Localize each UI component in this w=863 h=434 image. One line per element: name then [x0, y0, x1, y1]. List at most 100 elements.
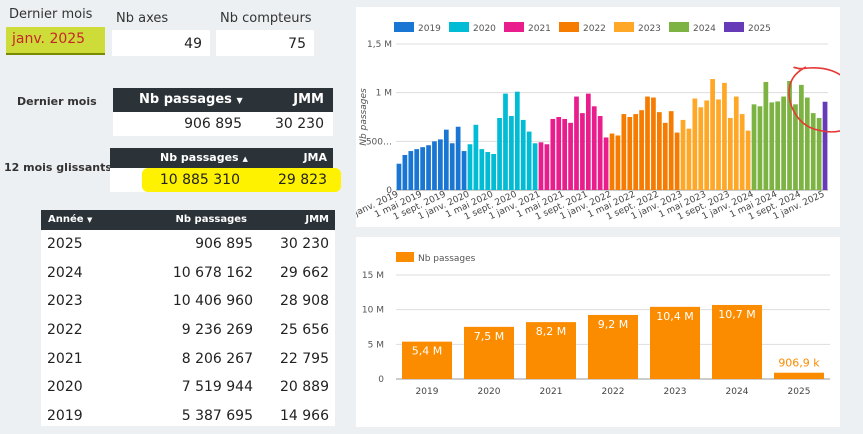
legend-swatch: [614, 22, 634, 32]
col-passages-header[interactable]: Nb passages ▼: [139, 92, 243, 107]
bar: [449, 143, 455, 190]
bar: [645, 96, 650, 190]
bar: [739, 114, 745, 190]
table-row[interactable]: 2023 10 406 960 28 908: [41, 287, 335, 316]
y-tick-label: 10 M: [362, 306, 384, 316]
bar: [793, 104, 798, 190]
last-month-header: Nb passages ▼ JMM: [113, 88, 333, 112]
jmm-cell: 25 656: [280, 322, 329, 339]
yearly-chart-card: Nb passages 0 5 M 10 M 15 M 5,4 M 2019 7,5 M 202…: [356, 237, 840, 427]
y-tick-label: 15 M: [362, 271, 384, 281]
bar: [464, 326, 514, 379]
table-row[interactable]: 2019 5 387 695 14 966: [41, 402, 335, 431]
bar: [804, 97, 810, 190]
x-tick-label: 2020: [478, 387, 501, 397]
rolling-col-passages-header[interactable]: Nb passages ▲: [160, 151, 248, 164]
year-header[interactable]: Année ▼: [48, 214, 93, 225]
x-tick-label: 2022: [602, 387, 625, 397]
passages-header[interactable]: Nb passages: [175, 214, 247, 225]
bar: [733, 96, 739, 190]
last-month-selector[interactable]: janv. 2025: [6, 27, 105, 55]
bar: [408, 151, 414, 190]
bar: [509, 116, 514, 190]
bar: [526, 131, 532, 190]
table-row[interactable]: 2020 7 519 944 20 889: [41, 373, 335, 402]
bar: [520, 119, 526, 190]
bar: [698, 107, 704, 190]
bar: [651, 97, 656, 190]
last-month-values: 906 895 30 230: [113, 112, 333, 136]
bar: [585, 93, 591, 190]
table-row[interactable]: 2024 10 678 162 29 662: [41, 259, 335, 288]
passages-cell: 10 406 960: [172, 293, 253, 310]
bar: [420, 147, 425, 190]
bar: [668, 111, 674, 190]
nb-axes-label: Nb axes: [116, 11, 169, 26]
bar: [769, 102, 775, 190]
data-label: 10,7 M: [718, 308, 755, 321]
legend-label: 2024: [693, 24, 716, 34]
x-tick-label: 2025: [788, 387, 811, 397]
year-cell: 2020: [47, 379, 83, 396]
bar: [479, 149, 485, 190]
year-cell: 2021: [47, 350, 83, 367]
bar: [751, 104, 757, 190]
bar: [443, 129, 449, 190]
table-row[interactable]: 2021 8 206 267 22 795: [41, 344, 335, 373]
last-month-label: Dernier mois: [9, 7, 93, 22]
legend-label: 2020: [473, 24, 496, 34]
passages-cell: 8 206 267: [181, 350, 253, 367]
passages-cell: 906 895: [195, 236, 253, 253]
x-tick-label: 2021: [540, 387, 563, 397]
jmm-header[interactable]: JMM: [305, 214, 329, 225]
legend-swatch: [449, 22, 469, 32]
legend-swatch: [559, 22, 579, 32]
bar: [550, 118, 556, 190]
table-row[interactable]: 2025 906 895 30 230: [41, 230, 335, 259]
bar: [538, 142, 544, 190]
rolling-col-jma-header[interactable]: JMA: [303, 151, 327, 164]
legend-label: 2021: [528, 24, 551, 34]
table-row[interactable]: 2022 9 236 269 25 656: [41, 316, 335, 345]
bar: [562, 118, 568, 190]
last-month-passages: 906 895: [184, 116, 242, 132]
x-tick-label: 2019: [416, 387, 439, 397]
year-cell: 2022: [47, 322, 83, 339]
bar: [774, 372, 824, 379]
last-month-jmm: 30 230: [275, 116, 324, 132]
nb-counters-value: 75: [216, 30, 314, 56]
bar: [615, 135, 621, 190]
x-tick-label: 2023: [664, 387, 687, 397]
bar: [402, 154, 408, 190]
bar: [822, 101, 828, 190]
bar: [414, 149, 420, 190]
bar: [402, 341, 452, 379]
legend-swatch: [394, 22, 414, 32]
data-label: 10,4 M: [656, 310, 693, 323]
yellow-highlight: [142, 168, 341, 192]
bar: [656, 112, 662, 190]
y-tick-label: 0: [378, 375, 384, 385]
col-jmm-header[interactable]: JMM: [293, 92, 324, 107]
bar: [491, 153, 497, 190]
jmm-cell: 30 230: [280, 236, 329, 253]
legend-swatch: [724, 22, 744, 32]
bar: [591, 106, 597, 190]
year-table-header: Année ▼ Nb passages JMM: [41, 210, 335, 230]
year-cell: 2023: [47, 293, 83, 310]
data-label: 906,9 k: [778, 357, 820, 370]
sort-down-icon: ▼: [236, 96, 243, 105]
year-table: 2025 906 895 30 230 2024 10 678 162 29 662 202…: [41, 230, 335, 430]
jmm-cell: 29 662: [280, 264, 329, 281]
y-axis-title: Nb passages: [359, 88, 369, 146]
passages-cell: 9 236 269: [181, 322, 253, 339]
jmm-cell: 20 889: [280, 379, 329, 396]
rolling-header: Nb passages ▲ JMA: [110, 148, 333, 168]
data-label: 8,2 M: [536, 325, 566, 338]
bar: [674, 132, 680, 190]
bar: [544, 144, 550, 190]
bar: [810, 113, 816, 190]
bar: [781, 96, 786, 190]
rolling-passages: 10 885 310: [159, 172, 240, 188]
data-label: 5,4 M: [412, 345, 442, 358]
